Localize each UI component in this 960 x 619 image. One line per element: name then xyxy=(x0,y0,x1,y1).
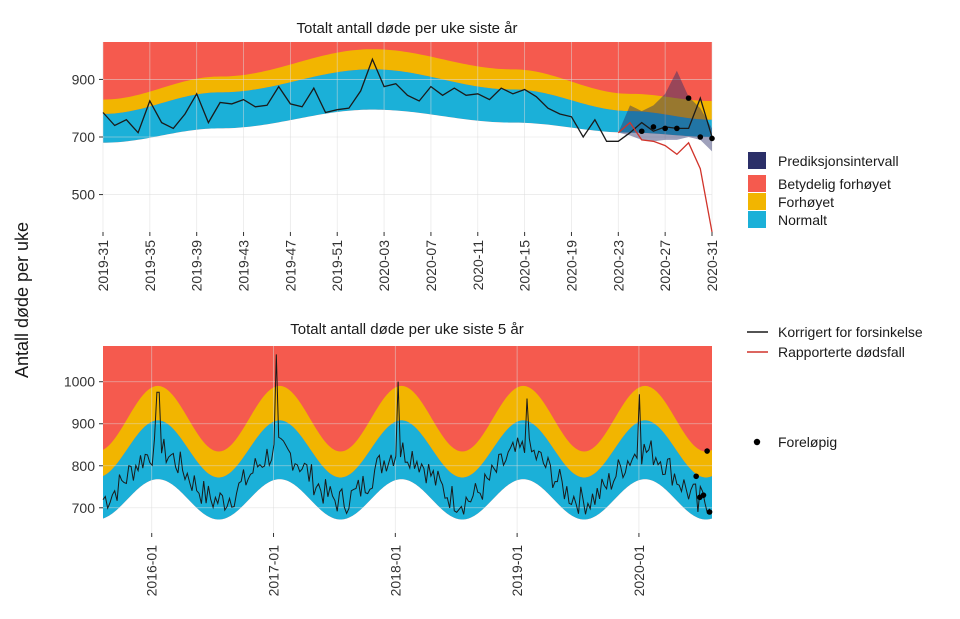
legend-fill-normal: Normalt xyxy=(748,211,827,228)
panel1-xtick-label: 2019-31 xyxy=(95,240,111,292)
panel1-xtick-label: 2020-11 xyxy=(470,240,486,291)
panel1-xtick-label: 2020-03 xyxy=(376,240,392,292)
panel1-preliminary-point xyxy=(685,95,692,101)
panel1-preliminary-point xyxy=(674,125,680,132)
legend-label-elevated: Forhøyet xyxy=(778,194,834,210)
panel1-ytick-label: 700 xyxy=(72,129,96,145)
panel1-xtick-label: 2019-47 xyxy=(282,240,298,292)
panel1-preliminary-point xyxy=(709,135,715,142)
panel2-ytick-label: 700 xyxy=(72,500,96,516)
panel1-preliminary-point xyxy=(697,134,704,140)
legend: Prediksjonsintervall Betydelig forhøyet … xyxy=(747,152,923,450)
panel1-xtick-label: 2019-43 xyxy=(236,240,252,292)
panel1-xtick-label: 2020-19 xyxy=(563,240,579,292)
legend-swatch-elevated xyxy=(748,193,766,210)
legend-swatch-normal xyxy=(748,211,766,228)
panel2-title: Totalt antall døde per uke siste 5 år xyxy=(290,321,523,338)
panel2-ytick-label: 1000 xyxy=(64,374,95,390)
panel1-series-corrected xyxy=(102,57,713,142)
panel2-series-corrected xyxy=(102,354,711,515)
panel1-title: Totalt antall døde per uke siste år xyxy=(297,20,518,37)
panel1-xtick-label: 2020-15 xyxy=(517,240,533,292)
panel1-band-normal xyxy=(103,69,712,143)
legend-line-reported: Rapporterte dødsfall xyxy=(747,344,905,360)
legend-label-preliminary: Foreløpig xyxy=(778,434,837,450)
panel1-ytick-label: 900 xyxy=(72,71,96,87)
panel2-grid xyxy=(103,346,712,533)
panel1-xtick-label: 2020-27 xyxy=(657,240,673,292)
legend-label-reported: Rapporterte dødsfall xyxy=(778,344,905,360)
panel1-xtick-label: 2020-31 xyxy=(704,240,720,292)
panel1-xtick-label: 2019-39 xyxy=(189,240,205,292)
panel1-xtick-label: 2019-51 xyxy=(329,240,345,292)
panel2-ytick-label: 800 xyxy=(72,458,96,474)
panel2-preliminary-point xyxy=(700,492,707,498)
panel1-preliminary-point xyxy=(662,125,668,132)
panel1-preliminary-point xyxy=(650,124,657,130)
panel2-preliminary-point xyxy=(704,448,710,454)
legend-label-normal: Normalt xyxy=(778,212,827,228)
panel1-ytick-label: 500 xyxy=(72,187,96,203)
y-axis-label: Antall døde per uke xyxy=(12,222,32,378)
panel1-xtick-label: 2019-35 xyxy=(142,240,158,292)
legend-label-prediction: Prediksjonsintervall xyxy=(778,153,899,169)
panel1-band-elevated xyxy=(103,49,712,120)
panel2-ytick-label: 900 xyxy=(72,416,96,432)
legend-fill-significant: Betydelig forhøyet xyxy=(748,175,891,192)
panel2-xtick-label: 2019-01 xyxy=(509,545,525,597)
panel1-preliminary-point xyxy=(638,128,645,135)
panel2-band-elevated xyxy=(103,385,712,478)
legend-label-significant: Betydelig forhøyet xyxy=(778,176,891,192)
legend-swatch-prediction xyxy=(748,152,766,169)
legend-label-corrected: Korrigert for forsinkelse xyxy=(778,324,923,340)
legend-point-preliminary: Foreløpig xyxy=(753,434,837,450)
panel2-xtick-label: 2020-01 xyxy=(631,545,647,597)
panel1-xtick-label: 2020-07 xyxy=(423,240,439,292)
legend-fill-prediction: Prediksjonsintervall xyxy=(748,152,899,169)
legend-fill-elevated: Forhøyet xyxy=(748,193,834,210)
panel-weekly-last-year: 500 700 900 2019-31 2019-35 2019-39 2019-43 201… xyxy=(72,42,720,291)
legend-swatch-significant xyxy=(748,175,766,192)
panel2-preliminary-point xyxy=(706,509,713,515)
panel2-xtick-label: 2016-01 xyxy=(144,545,160,597)
panel2-preliminary-point xyxy=(693,473,699,480)
panel2-xtick-label: 2017-01 xyxy=(266,545,282,597)
legend-line-corrected: Korrigert for forsinkelse xyxy=(747,324,923,340)
panel2-xtick-label: 2018-01 xyxy=(387,545,403,597)
panel1-xtick-label: 2020-23 xyxy=(610,240,626,292)
panel2-below-normal xyxy=(103,479,712,533)
panel-weekly-last-5-years: 700 800 900 1000 2016-01 2017-01 2018-01 2019-0… xyxy=(64,346,713,596)
panel1-below-normal xyxy=(103,109,712,232)
panel1-series-reported xyxy=(617,121,713,233)
panel2-band-normal xyxy=(103,420,712,520)
legend-key-preliminary xyxy=(753,438,761,446)
